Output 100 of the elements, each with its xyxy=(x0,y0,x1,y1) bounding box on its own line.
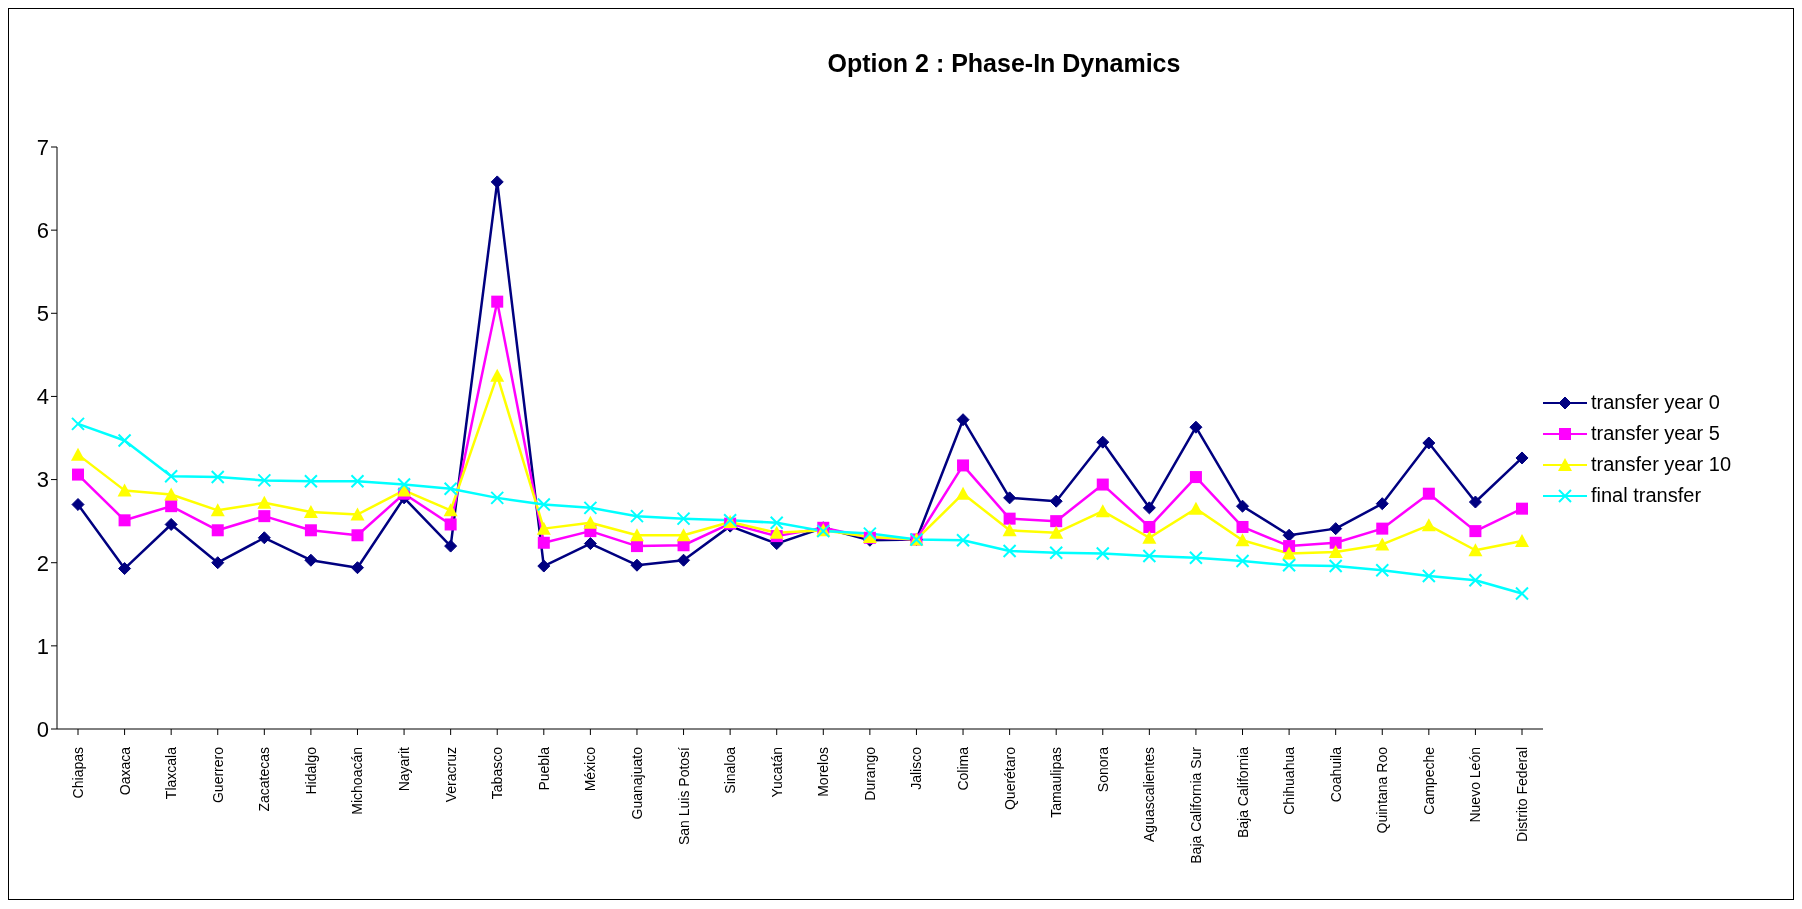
x-tick-label: Chiapas xyxy=(70,747,86,799)
point xyxy=(303,474,318,489)
point xyxy=(165,500,178,513)
point xyxy=(443,503,458,517)
point xyxy=(629,528,644,542)
point xyxy=(1515,451,1529,465)
point xyxy=(258,510,271,523)
point xyxy=(536,521,551,535)
x-tick-label: Jalisco xyxy=(908,746,925,790)
point xyxy=(1096,478,1109,491)
point xyxy=(303,505,318,518)
x-tick-label: Hidalgo xyxy=(302,746,319,795)
x-tick-label: Nayarit xyxy=(396,746,413,792)
point xyxy=(1002,544,1017,559)
point xyxy=(1282,528,1296,542)
point xyxy=(257,473,272,488)
point xyxy=(1142,501,1156,515)
point xyxy=(71,416,85,431)
point xyxy=(444,539,458,553)
point xyxy=(490,175,504,189)
x-tick-label: Veracruz xyxy=(442,747,459,803)
chart-title: Option 2 : Phase-In Dynamics xyxy=(826,49,1182,78)
point xyxy=(1096,435,1110,449)
point xyxy=(1375,497,1389,511)
point xyxy=(1095,546,1110,561)
point xyxy=(1329,536,1342,549)
point xyxy=(536,497,551,512)
x-tick-label: Morelos xyxy=(815,747,832,797)
x-tick-label: Chihuahua xyxy=(1281,746,1298,815)
point xyxy=(957,459,970,472)
point xyxy=(1422,436,1436,450)
y-tick-label: 1 xyxy=(36,633,49,659)
legend-label: final transfer xyxy=(1591,484,1702,507)
point xyxy=(630,540,643,553)
x-tick-label: Colima xyxy=(955,746,972,791)
point xyxy=(210,470,225,485)
point xyxy=(583,537,597,551)
point xyxy=(211,556,225,570)
point xyxy=(1469,525,1482,538)
point xyxy=(769,525,784,539)
point xyxy=(629,509,644,524)
point xyxy=(1003,512,1016,525)
point xyxy=(769,515,784,530)
x-tick-label: Tlaxcala xyxy=(163,746,180,800)
x-tick-label: Sonora xyxy=(1094,746,1111,793)
point xyxy=(1236,499,1250,513)
point xyxy=(304,553,318,567)
point xyxy=(118,562,132,576)
x-tick-label: Distrito Federal xyxy=(1514,747,1530,842)
y-tick-label: 3 xyxy=(36,467,49,493)
point xyxy=(1468,543,1483,557)
point xyxy=(1329,522,1343,536)
point xyxy=(537,559,551,573)
point xyxy=(1468,495,1482,509)
x-tick-label: Tamaulipas xyxy=(1048,747,1065,818)
point xyxy=(350,561,364,575)
point xyxy=(117,483,132,497)
point xyxy=(490,490,505,505)
x-tick-label: Oaxaca xyxy=(116,746,133,796)
point xyxy=(1049,545,1064,560)
y-tick-label: 7 xyxy=(36,134,49,160)
x-tick-label: Guanajuato xyxy=(628,746,645,820)
point xyxy=(164,487,179,501)
point xyxy=(1328,544,1343,558)
point xyxy=(956,533,971,548)
x-tick-label: Campeche xyxy=(1420,746,1437,815)
point xyxy=(1516,502,1528,515)
point xyxy=(676,528,691,542)
x-tick-label: Tabasco xyxy=(489,746,506,800)
y-tick-label: 2 xyxy=(36,550,49,576)
point xyxy=(677,553,691,567)
point xyxy=(397,477,412,492)
y-tick-label: 5 xyxy=(36,301,49,327)
point xyxy=(956,413,970,427)
point xyxy=(164,517,178,531)
x-tick-label: Quintana Roo xyxy=(1374,746,1391,834)
point xyxy=(1515,586,1529,601)
point xyxy=(351,529,364,542)
point xyxy=(956,486,971,500)
point xyxy=(1095,504,1110,518)
point xyxy=(444,518,457,531)
point xyxy=(490,368,505,382)
x-tick-label: México xyxy=(582,746,599,792)
point xyxy=(304,524,317,537)
point xyxy=(1235,533,1250,547)
point xyxy=(537,536,550,549)
x-tick-label: Nuevo León xyxy=(1467,747,1484,823)
point xyxy=(1189,471,1202,484)
point xyxy=(443,481,458,496)
point xyxy=(350,474,365,489)
x-tick-label: Guerrero xyxy=(209,746,226,804)
point xyxy=(1515,534,1529,548)
point xyxy=(257,531,271,545)
point xyxy=(583,500,598,515)
legend-label: transfer year 10 xyxy=(1591,453,1732,476)
point xyxy=(1049,494,1063,508)
point xyxy=(1142,530,1157,544)
legend-label: transfer year 5 xyxy=(1591,422,1720,445)
point xyxy=(1189,420,1203,434)
y-tick-label: 6 xyxy=(36,217,49,243)
